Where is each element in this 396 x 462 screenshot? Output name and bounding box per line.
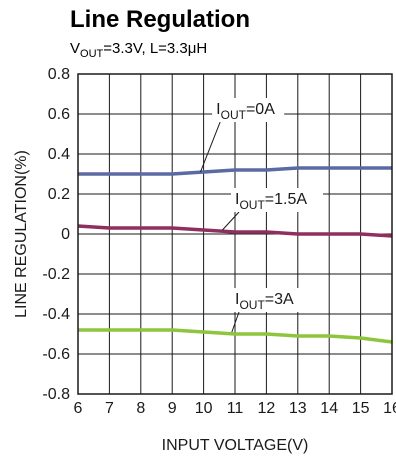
y-tick-label: 0.2 (48, 186, 70, 203)
y-tick-label: 0.6 (48, 106, 70, 123)
plot-frame (77, 73, 393, 395)
x-tick-label: 10 (195, 400, 213, 417)
annotation-background (212, 98, 285, 122)
annotation-leader (231, 311, 240, 333)
x-tick-label: 13 (289, 400, 307, 417)
series-group (77, 166, 393, 344)
x-tick-label: 12 (258, 400, 276, 417)
series-line (77, 224, 393, 238)
series-line (78, 328, 393, 344)
annotation-leader (199, 121, 221, 173)
x-tick-label: 8 (136, 400, 145, 417)
x-tick-label: 11 (227, 400, 244, 417)
x-tick-label: 6 (74, 400, 83, 417)
y-tick-label: -0.2 (42, 266, 70, 283)
x-tick-label: 14 (320, 400, 338, 417)
x-tick-label: 7 (105, 400, 114, 417)
y-tick-label: -0.6 (42, 346, 70, 363)
annotation-label: IOUT=3A (235, 291, 294, 312)
y-axis-label: LINE REGULATION(%) (13, 150, 30, 318)
chart-title: Line Regulation (70, 6, 250, 33)
x-tick-label: 15 (352, 400, 370, 417)
annotation-label: IOUT=0A (216, 101, 275, 122)
x-tick-labels: 6 7 8 9 10 11 12 13 14 15 16 (74, 400, 396, 417)
chart-subtitle: VOUT=3.3V, L=3.3μH (70, 40, 207, 60)
y-tick-label: 0 (61, 226, 70, 243)
series-line (78, 166, 392, 176)
annotation-label: IOUT=1.5A (235, 191, 307, 212)
annotation-background (231, 288, 303, 312)
x-tick-label: 9 (168, 400, 177, 417)
annotation-background (231, 188, 323, 212)
x-axis-label: INPUT VOLTAGE(V) (162, 437, 309, 454)
y-tick-label: -0.4 (42, 306, 70, 323)
annotations: IOUT=0A IOUT=1.5A IOUT=3A (199, 98, 323, 333)
annotation-leader (222, 211, 240, 231)
y-tick-labels: 0.8 0.6 0.4 0.2 0 -0.2 -0.4 -0.6 -0.8 (42, 66, 70, 403)
y-tick-label: -0.8 (42, 386, 70, 403)
y-tick-label: 0.4 (48, 146, 70, 163)
x-tick-label: 16 (383, 400, 396, 417)
y-tick-label: 0.8 (48, 66, 70, 83)
